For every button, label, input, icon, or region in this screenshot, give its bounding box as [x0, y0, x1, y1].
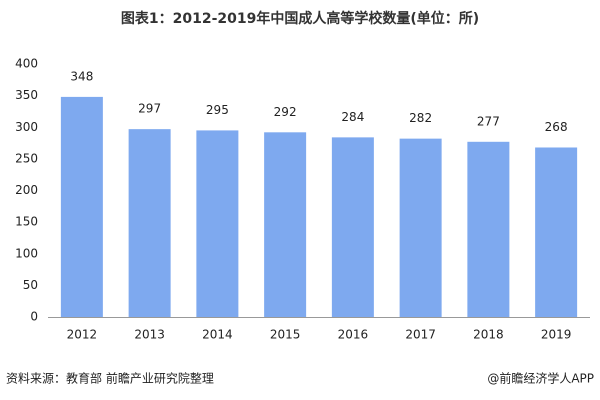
data-label: 282 [409, 111, 432, 125]
x-tick-label: 2016 [338, 328, 369, 342]
x-tick-label: 2019 [541, 328, 572, 342]
data-label: 297 [138, 102, 161, 116]
x-tick-label: 2013 [134, 328, 165, 342]
data-label: 292 [274, 105, 297, 119]
x-tick-label: 2017 [405, 328, 436, 342]
bar [264, 132, 307, 317]
y-tick-label: 400 [15, 57, 38, 71]
bar [196, 130, 239, 317]
data-label: 284 [341, 110, 364, 124]
y-tick-label: 200 [15, 183, 38, 197]
y-tick-label: 150 [15, 215, 38, 229]
data-label: 348 [70, 69, 93, 83]
y-tick-label: 250 [15, 151, 38, 165]
bar [535, 147, 578, 317]
y-tick-label: 0 [30, 310, 38, 324]
data-label: 268 [545, 120, 568, 134]
bar [331, 137, 374, 317]
bar [128, 129, 171, 317]
x-tick-label: 2018 [473, 328, 504, 342]
bar [399, 138, 442, 317]
bar [60, 96, 103, 317]
bar [467, 141, 510, 317]
x-tick-label: 2012 [67, 328, 98, 342]
data-label: 277 [477, 114, 500, 128]
y-tick-label: 50 [23, 278, 38, 292]
y-tick-label: 100 [15, 246, 38, 260]
data-label: 295 [206, 103, 229, 117]
source-note: 资料来源：教育部 前瞻产业研究院整理 [6, 371, 214, 386]
x-tick-label: 2015 [270, 328, 301, 342]
y-tick-label: 300 [15, 120, 38, 134]
y-tick-label: 350 [15, 88, 38, 102]
credit: @前瞻经济学人APP [487, 371, 594, 386]
chart-title: 图表1：2012-2019年中国成人高等学校数量(单位：所) [121, 10, 479, 27]
x-tick-label: 2014 [202, 328, 233, 342]
